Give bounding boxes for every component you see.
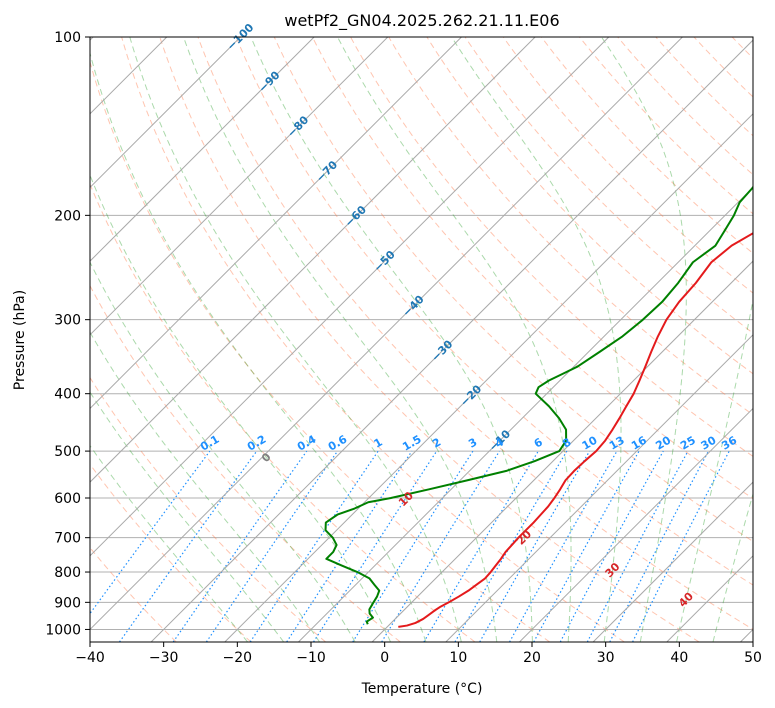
mixing-ratio-line xyxy=(205,450,339,642)
dry-adiabat-line xyxy=(197,37,753,631)
y-axis-label: Pressure (hPa) xyxy=(12,290,28,390)
moist-adiabat-line xyxy=(250,37,533,642)
mixing-ratio-line xyxy=(509,450,618,642)
isotherms xyxy=(90,37,753,642)
x-axis-ticks: −40 −30 −20 −10 0 10 20 30 40 50 xyxy=(75,642,762,666)
isotherm-line xyxy=(90,37,241,189)
x-tick-label: −10 xyxy=(296,650,326,666)
isotherm-line xyxy=(90,37,610,557)
chart-title: wetPf2_GN04.2025.262.21.11.E06 xyxy=(284,11,559,31)
moist-adiabat-line xyxy=(451,37,622,642)
isotherm-line xyxy=(298,186,753,642)
y-axis-ticks: 100 200 300 400 500 600 700 800 900 1000 xyxy=(45,30,90,638)
y-tick-label: 500 xyxy=(54,444,81,460)
isotherm-line xyxy=(90,37,315,262)
y-tick-label: 700 xyxy=(54,531,81,547)
dry-adiabat-line xyxy=(617,37,753,176)
mixing-ratio-line xyxy=(632,450,730,642)
x-tick-label: −30 xyxy=(149,650,179,666)
mixing-ratio-line xyxy=(249,450,379,642)
pressure-grid xyxy=(90,37,753,630)
temperature-profile-line xyxy=(398,232,753,628)
y-tick-label: 800 xyxy=(54,565,81,581)
moist-adiabat-line xyxy=(90,173,392,642)
moist-adiabat-line xyxy=(90,391,285,642)
x-axis-label: Temperature (°C) xyxy=(361,681,483,697)
mixing-ratio-line xyxy=(381,450,500,642)
y-tick-label: 300 xyxy=(54,313,81,329)
dry-adiabat-line xyxy=(235,37,753,586)
y-tick-label: 1000 xyxy=(45,622,81,638)
dry-adiabat-line xyxy=(159,37,700,642)
plot-frame xyxy=(89,36,754,643)
y-tick-label: 900 xyxy=(54,595,81,611)
x-tick-label: −40 xyxy=(75,650,105,666)
mixing-ratio-line xyxy=(119,450,258,642)
x-tick-label: 50 xyxy=(744,650,762,666)
dry-adiabat-line xyxy=(90,284,401,642)
mixing-ratio-line xyxy=(313,450,438,642)
sounding-series xyxy=(324,185,753,628)
isotherm-line xyxy=(445,334,753,642)
dry-adiabat-line xyxy=(311,37,753,500)
x-tick-label: −20 xyxy=(223,650,253,666)
dry-adiabat-line xyxy=(90,60,551,642)
moist-adiabat-line xyxy=(90,51,427,642)
y-tick-label: 200 xyxy=(54,208,81,224)
mixing-ratio-line xyxy=(533,450,640,642)
x-tick-label: 20 xyxy=(523,650,541,666)
isotherm-line xyxy=(90,37,462,410)
moist-adiabat-line xyxy=(90,444,249,642)
isotherm-line xyxy=(224,113,753,642)
dry-adiabat-line xyxy=(502,37,753,294)
isotherm-line xyxy=(90,37,389,336)
isotherm-line xyxy=(90,37,683,631)
x-tick-label: 0 xyxy=(380,650,389,666)
dewpoint-profile-line xyxy=(324,185,753,625)
isotherm-line xyxy=(519,407,753,642)
moist-adiabat-line xyxy=(90,261,356,642)
mixing-ratio-line xyxy=(90,450,211,615)
moist-adiabat-line xyxy=(676,297,753,642)
dry-adiabats xyxy=(90,37,753,642)
x-tick-label: 30 xyxy=(597,650,615,666)
y-tick-label: 100 xyxy=(54,30,81,46)
x-tick-label: 10 xyxy=(449,650,467,666)
isotherm-line xyxy=(371,260,753,642)
dry-adiabat-line xyxy=(464,37,753,334)
y-tick-label: 400 xyxy=(54,387,81,403)
mixing-ratio-line xyxy=(172,450,308,642)
y-tick-label: 600 xyxy=(54,491,81,507)
dry-adiabat-line xyxy=(90,463,252,642)
x-tick-label: 40 xyxy=(670,650,688,666)
dry-adiabat-line xyxy=(388,37,753,416)
dry-adiabat-line xyxy=(121,37,625,642)
isotherm-line xyxy=(592,481,753,642)
dry-adiabat-line xyxy=(579,37,753,215)
isotherm-line xyxy=(150,39,753,642)
mixing-ratio-line xyxy=(559,450,664,642)
isotherm-line xyxy=(90,37,536,483)
